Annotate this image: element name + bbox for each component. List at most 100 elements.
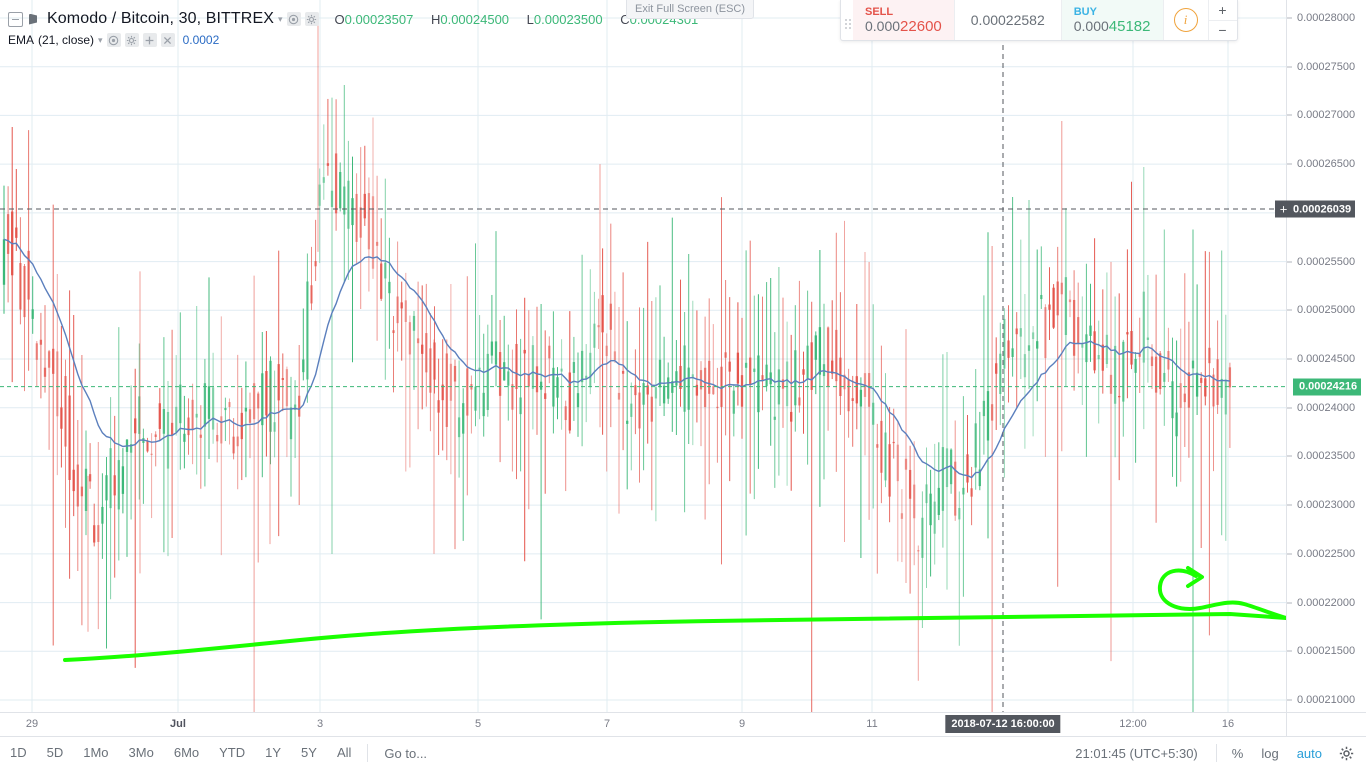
clock-label: 21:01:45 (UTC+5:30) bbox=[1075, 745, 1198, 761]
price-tick bbox=[1287, 553, 1292, 555]
ohlc-low: L0.00023500 bbox=[526, 11, 603, 27]
range-button[interactable]: 6Mo bbox=[173, 745, 200, 760]
price-label: 0.00024000 bbox=[1297, 401, 1356, 414]
price-tick bbox=[1287, 358, 1292, 360]
sell-button[interactable]: SELL 0.00022600 bbox=[853, 0, 954, 40]
eye-icon[interactable] bbox=[286, 12, 301, 26]
mid-price: 0.00022582 bbox=[953, 0, 1061, 40]
symbol-title[interactable]: Komodo / Bitcoin, 30, BITTREX bbox=[47, 10, 274, 27]
ohlc-high: H0.00024500 bbox=[430, 11, 510, 27]
chevron-down-icon[interactable]: ▾ bbox=[278, 13, 283, 24]
arrow-head-annotation bbox=[1186, 566, 1204, 588]
last-price-badge: 0.00024216 bbox=[1293, 378, 1362, 396]
price-tick bbox=[1287, 261, 1292, 263]
time-label: 5 bbox=[474, 718, 482, 730]
plus-icon[interactable] bbox=[142, 33, 157, 47]
price-tick bbox=[1287, 309, 1292, 311]
gear-icon[interactable] bbox=[304, 12, 319, 26]
buy-label: BUY bbox=[1073, 5, 1097, 18]
time-label: 16 bbox=[1221, 718, 1235, 730]
drawing-annotations[interactable] bbox=[0, 0, 1286, 712]
time-label: 11 bbox=[866, 718, 878, 730]
range-button[interactable]: 1Y bbox=[265, 745, 282, 760]
price-label: 0.00027000 bbox=[1297, 109, 1356, 122]
time-label: 9 bbox=[738, 718, 746, 730]
log-toggle[interactable]: log bbox=[1261, 745, 1279, 761]
range-button[interactable]: 3Mo bbox=[128, 745, 154, 760]
price-tick bbox=[1287, 602, 1292, 604]
goto-button[interactable]: Go to... bbox=[384, 745, 428, 761]
ohlc-open: O0.00023507 bbox=[334, 11, 414, 27]
auto-toggle[interactable]: auto bbox=[1296, 745, 1322, 761]
price-label: 0.00026500 bbox=[1297, 158, 1356, 171]
price-label: 0.00027500 bbox=[1297, 60, 1356, 73]
indicator-value: 0.0002 bbox=[182, 33, 220, 47]
range-buttons: 1D 5D 1Mo 3Mo 6Mo YTD 1Y 5Y All bbox=[0, 737, 361, 769]
range-button[interactable]: 1Mo bbox=[83, 745, 109, 760]
scale-corner bbox=[1286, 712, 1366, 737]
divider bbox=[367, 744, 369, 762]
exit-fullscreen-tooltip[interactable]: Exit Full Screen (ESC) bbox=[626, 0, 755, 19]
price-label: 0.00028000 bbox=[1297, 12, 1356, 24]
time-label: 12:00 bbox=[1119, 718, 1147, 730]
chart-legend: Komodo / Bitcoin, 30, BITTREX ▾ O0.00023… bbox=[8, 8, 712, 50]
indicator-name[interactable]: EMA bbox=[8, 33, 35, 47]
range-button[interactable]: YTD bbox=[219, 745, 246, 760]
legend-symbol-row: Komodo / Bitcoin, 30, BITTREX ▾ O0.00023… bbox=[8, 8, 712, 30]
percent-toggle[interactable]: % bbox=[1231, 745, 1244, 761]
candlestick-icon[interactable] bbox=[29, 13, 40, 26]
price-label: 0.00025000 bbox=[1297, 304, 1356, 317]
price-label: 0.00024500 bbox=[1297, 353, 1356, 365]
price-tick bbox=[1287, 699, 1292, 701]
gear-icon bbox=[1339, 746, 1354, 760]
price-tick bbox=[1287, 504, 1292, 506]
price-label: 0.00022500 bbox=[1297, 547, 1356, 560]
collapse-icon[interactable] bbox=[8, 11, 23, 27]
price-scale[interactable]: 0.00028000 0.00027500 0.00027000 0.00026500… bbox=[1275, 0, 1366, 712]
divider bbox=[1215, 744, 1217, 762]
range-button[interactable]: 5D bbox=[46, 745, 64, 760]
candlestick-series bbox=[0, 0, 1286, 712]
close-icon[interactable] bbox=[160, 33, 175, 47]
chevron-down-icon[interactable]: ▾ bbox=[98, 34, 103, 45]
gear-icon[interactable] bbox=[124, 33, 139, 47]
settings-button[interactable] bbox=[1331, 746, 1366, 761]
price-label: 0.00021000 bbox=[1297, 694, 1356, 706]
bottom-toolbar: 1D 5D 1Mo 3Mo 6Mo YTD 1Y 5Y All Go to... 21:01:4… bbox=[0, 736, 1366, 769]
indicator-params[interactable]: (21, close) bbox=[38, 33, 95, 47]
drag-handle-icon[interactable] bbox=[841, 0, 853, 40]
price-label: 0.00023000 bbox=[1297, 499, 1356, 512]
range-button[interactable]: 5Y bbox=[301, 745, 317, 760]
chart-canvas[interactable] bbox=[0, 0, 1286, 712]
price-label: 0.00021500 bbox=[1297, 645, 1356, 658]
zoom-controls: + − bbox=[1207, 0, 1237, 40]
price-tick bbox=[1287, 407, 1292, 409]
price-label: 0.00025500 bbox=[1297, 255, 1356, 268]
time-label: 7 bbox=[603, 718, 611, 730]
ema-line bbox=[3, 238, 1231, 479]
price-tick bbox=[1287, 114, 1292, 116]
trendline-annotation bbox=[63, 611, 1286, 662]
order-panel: SELL 0.00022600 0.00022582 BUY 0.0004518… bbox=[840, 0, 1238, 41]
eye-icon[interactable] bbox=[106, 33, 121, 47]
price-label: 0.00022000 bbox=[1297, 596, 1356, 609]
legend-indicator-row: EMA (21, close) ▾ 0.0002 bbox=[8, 30, 712, 50]
crosshair-price-badge[interactable]: +0.00026039 bbox=[1275, 200, 1356, 218]
time-label: 29 bbox=[25, 718, 39, 730]
time-label: 3 bbox=[316, 718, 324, 730]
zoom-out-button[interactable]: − bbox=[1218, 22, 1227, 39]
add-alert-icon[interactable]: + bbox=[1279, 201, 1288, 217]
price-tick bbox=[1287, 17, 1292, 19]
range-button[interactable]: All bbox=[336, 745, 352, 760]
info-button[interactable]: i bbox=[1162, 0, 1208, 40]
time-label: Jul bbox=[170, 718, 186, 730]
range-button[interactable]: 1D bbox=[10, 745, 27, 760]
crosshair-price-value: 0.00026039 bbox=[1293, 203, 1352, 216]
buy-button[interactable]: BUY 0.00045182 bbox=[1060, 0, 1163, 40]
arrow-curve-annotation bbox=[1157, 568, 1286, 620]
zoom-in-button[interactable]: + bbox=[1208, 0, 1237, 21]
time-scale[interactable]: 29 Jul 3 5 7 9 11 12:00 16 2018-07-12 16:00:00 bbox=[0, 712, 1286, 737]
sell-price: 0.00022600 bbox=[865, 17, 942, 35]
price-tick bbox=[1287, 455, 1292, 457]
